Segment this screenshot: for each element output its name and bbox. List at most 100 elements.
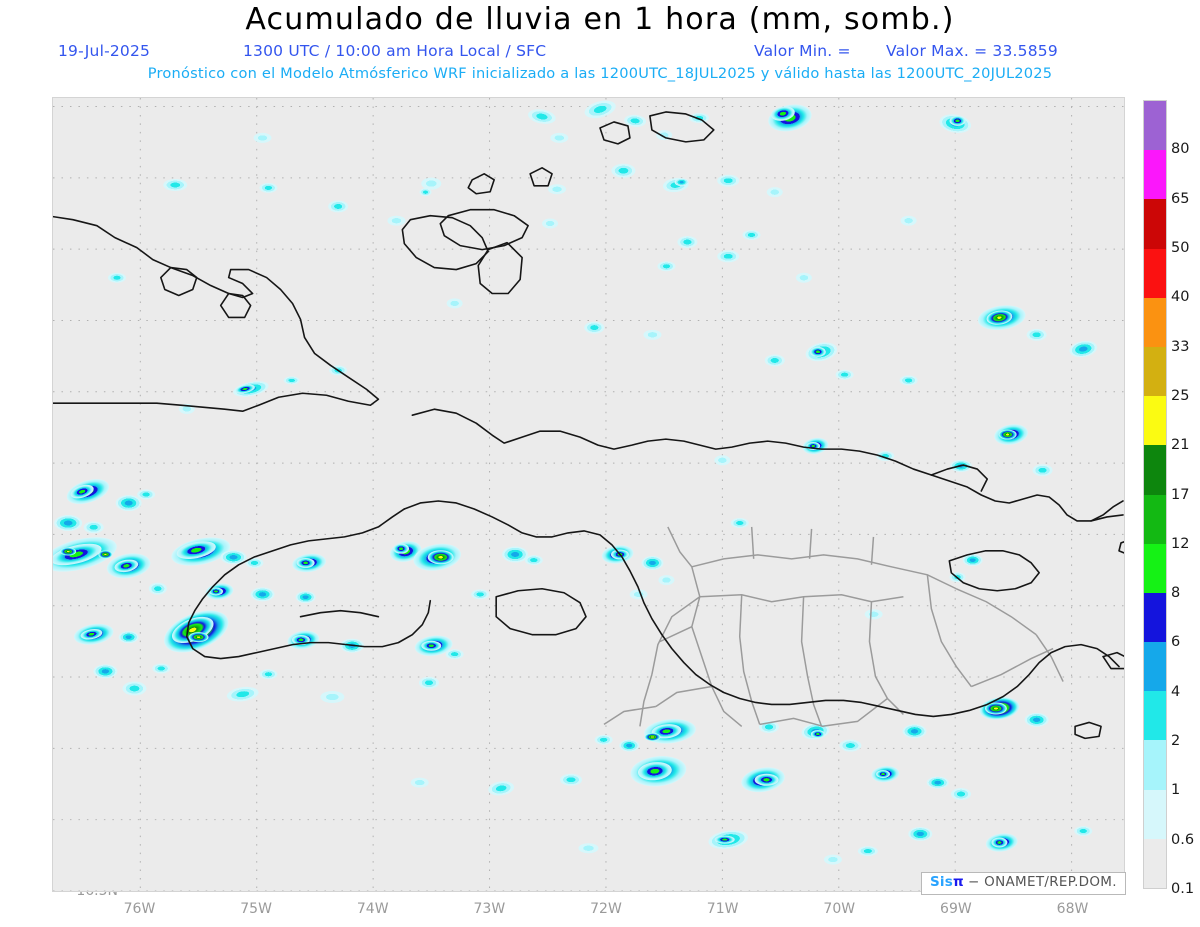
colorbar-tick-label: 6 — [1171, 634, 1181, 651]
precipitation-cell — [1032, 464, 1053, 477]
precipitation-cell — [296, 557, 315, 568]
precipitation-cell — [714, 835, 735, 844]
precipitation-cell — [641, 555, 664, 570]
precipitation-cell — [1024, 712, 1049, 727]
colorbar-tick-label: 80 — [1171, 141, 1190, 158]
precipitation-cell — [107, 272, 126, 283]
colorbar-band — [1144, 445, 1166, 495]
precipitation-cell — [542, 218, 559, 229]
precipitation-cell — [908, 826, 933, 841]
map-gridlines — [53, 98, 1124, 891]
province-borders — [603, 526, 1064, 728]
precipitation-cell — [835, 369, 854, 380]
precipitation-cell — [410, 777, 429, 788]
precipitation-cell — [421, 177, 442, 190]
pi-logo-icon: π — [953, 874, 964, 890]
precipitation-cell — [584, 100, 616, 119]
precipitation-field — [53, 100, 1098, 865]
colorbar-band — [1144, 248, 1166, 298]
precipitation-cell — [54, 515, 83, 532]
precipitation-cell — [283, 376, 300, 385]
precipitation-cell — [471, 589, 490, 600]
precipitation-cell — [857, 846, 878, 857]
precipitation-cell — [209, 587, 223, 596]
precipitation-cell — [1074, 826, 1093, 837]
colorbar-tick-label: 17 — [1171, 486, 1190, 503]
precipitation-cell — [393, 543, 410, 554]
precipitation-cell — [320, 691, 345, 703]
colorbar-tick-labels: 80 65 50 40 33 25 21 17 12 8 6 4 2 1 0.6 0.1 — [1171, 100, 1200, 897]
precipitation-cell — [148, 582, 167, 595]
value-max-label: Valor Max. = 33.5859 — [886, 42, 1058, 60]
precipitation-cell — [98, 550, 113, 559]
precipitation-cell — [795, 272, 812, 283]
x-axis-tick-label: 73W — [473, 901, 506, 917]
precipitation-cell — [998, 429, 1017, 440]
precipitation-cell — [926, 776, 949, 789]
colorbar-tick-label: 50 — [1171, 239, 1190, 256]
precipitation-cell — [250, 587, 275, 602]
precipitation-cell — [823, 854, 842, 865]
precipitation-cell — [1069, 340, 1098, 358]
precipitation-cell — [245, 557, 264, 568]
colorbar-tick-label: 2 — [1171, 733, 1181, 750]
precipitation-cell — [421, 640, 442, 651]
precipitation-cell — [163, 178, 188, 191]
colorbar-band — [1144, 101, 1166, 151]
colorbar-tick-label: 1 — [1171, 782, 1181, 799]
precipitation-cell — [637, 762, 672, 781]
precipitation-cell — [220, 550, 247, 565]
precipitation-cell — [488, 781, 515, 796]
precipitation-cell — [115, 495, 142, 512]
precipitation-cell — [226, 686, 259, 702]
x-axis-tick-label: 74W — [356, 901, 389, 917]
precipitation-cell — [1026, 328, 1047, 341]
colorbar-band — [1144, 150, 1166, 200]
precipitation-cell — [629, 589, 648, 600]
precipitation-cell — [93, 664, 118, 679]
precipitation-cell — [714, 455, 731, 466]
colorbar-band — [1144, 199, 1166, 249]
precipitation-cell — [524, 555, 543, 566]
precipitation-cell — [83, 521, 104, 534]
precipitation-cell — [502, 546, 529, 563]
colorbar-tick-label: 12 — [1171, 535, 1190, 552]
precipitation-cell — [259, 669, 278, 680]
precipitation-cell — [677, 236, 698, 249]
colorbar-band — [1144, 789, 1166, 839]
precipitation-cell — [445, 649, 464, 660]
precipitation-cell — [657, 261, 676, 272]
precipitation-cell — [122, 681, 147, 696]
precipitation-cell — [176, 541, 216, 559]
precipitation-cell — [259, 182, 278, 193]
colorbar-band — [1144, 346, 1166, 397]
colorbar-tick-label: 40 — [1171, 289, 1190, 306]
colorbar-tick-label: 0.6 — [1171, 831, 1195, 848]
colorbar-band — [1144, 691, 1166, 741]
agency-label: − ONAMET/REP.DOM. — [967, 874, 1117, 890]
precipitation-cell — [717, 250, 740, 263]
precipitation-cell — [984, 702, 1007, 715]
precipitation-cell — [986, 310, 1013, 325]
precipitation-cell — [188, 632, 209, 643]
coastlines — [53, 111, 1124, 740]
precipitation-cell — [962, 554, 983, 567]
precipitation-cell — [419, 676, 439, 689]
precipitation-cell — [810, 730, 825, 739]
precipitation-cell — [766, 187, 783, 198]
precipitation-cell — [387, 215, 406, 226]
precipitation-cell — [689, 112, 710, 123]
precipitation-cell — [991, 837, 1008, 848]
colorbar-tick-label: 65 — [1171, 190, 1190, 207]
sis-logo-text: Sis — [930, 874, 953, 890]
page-title: Acumulado de lluvia en 1 hora (mm, somb.… — [245, 2, 955, 37]
precipitation-cell — [643, 329, 662, 340]
x-axis-tick-label: 68W — [1056, 901, 1089, 917]
precipitation-cell — [949, 115, 966, 126]
precipitation-cell — [548, 184, 567, 195]
precipitation-cell — [137, 489, 156, 500]
map-plot-area — [52, 97, 1125, 892]
precipitation-cell — [902, 724, 927, 739]
precipitation-cell — [152, 663, 171, 674]
precipitation-cell — [70, 484, 94, 499]
